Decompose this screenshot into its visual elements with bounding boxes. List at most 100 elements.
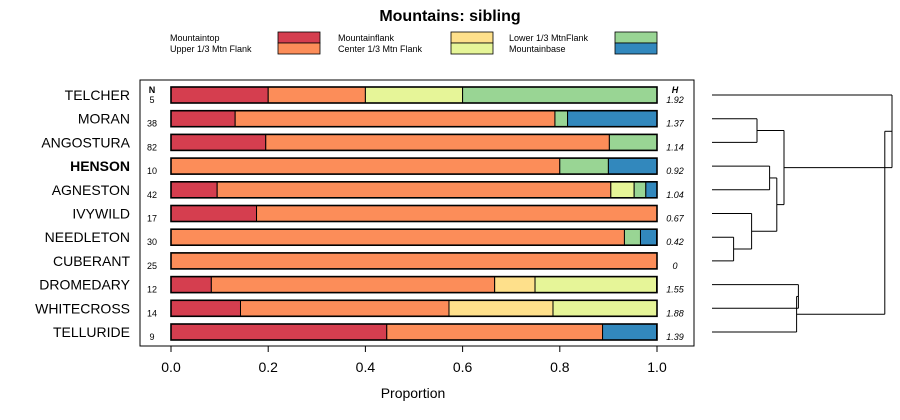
row-n-value: 10	[147, 166, 157, 176]
bar-segment	[170, 276, 212, 294]
row-angostura: ANGOSTURA 82 1.14	[41, 133, 684, 152]
bar-segment	[386, 323, 604, 341]
row-n-value: 30	[147, 237, 157, 247]
row-n-value: 5	[149, 95, 154, 105]
bar-segment	[267, 86, 366, 104]
bar-segment	[170, 181, 218, 199]
x-axis-label: Proportion	[381, 385, 446, 401]
row-n-value: 9	[149, 332, 154, 342]
bar-segment	[234, 110, 556, 128]
row-n-value: 12	[147, 285, 157, 295]
n-column-header: N	[149, 85, 156, 95]
bar-segment	[602, 323, 658, 341]
bar-outline	[170, 323, 658, 341]
row-h-value: 0.42	[666, 237, 684, 247]
plot-frame	[139, 79, 695, 347]
row-h-value: 1.14	[666, 142, 684, 152]
row-henson: HENSON 10 0.92	[70, 157, 684, 176]
row-label: DROMEDARY	[39, 277, 130, 293]
bar-outline	[170, 109, 658, 128]
bar-outline	[170, 204, 658, 223]
row-h-value: 1.88	[666, 308, 684, 318]
legend-swatch	[277, 42, 321, 55]
row-label: MORAN	[78, 111, 130, 127]
row-label: ANGOSTURA	[41, 134, 130, 150]
legend-label: Mountainflank	[338, 33, 395, 43]
row-telcher: TELCHER 5 1.92	[65, 86, 684, 105]
row-cuberant: CUBERANT 25 0	[53, 252, 678, 271]
row-moran: MORAN 38 1.37	[78, 109, 685, 129]
legend-label: Center 1/3 Mtn Flank	[338, 44, 423, 54]
bar-segment	[552, 299, 658, 317]
bar-segment	[639, 228, 658, 246]
row-label: NEEDLETON	[45, 229, 130, 245]
row-n-value: 42	[147, 190, 157, 200]
row-label: AGNESTON	[52, 182, 130, 198]
bar-segment	[170, 205, 258, 222]
x-axis: 0.0 0.2 0.4 0.6 0.8 1.0	[161, 346, 667, 375]
bar-outline	[170, 181, 658, 199]
bar-segment	[610, 181, 635, 199]
bar-segment	[170, 133, 267, 151]
row-label: CUBERANT	[53, 253, 130, 269]
bar-segment	[559, 157, 609, 175]
bar-segment	[210, 276, 496, 294]
bar-segment	[607, 157, 658, 175]
row-label: TELLURIDE	[53, 324, 130, 340]
legend-label: Mountainbase	[509, 44, 566, 54]
row-agneston: AGNESTON 42 1.04	[52, 181, 684, 200]
bar-segment	[265, 133, 610, 151]
row-h-value: 0.67	[666, 214, 685, 224]
x-tick-label: 0.0	[161, 359, 181, 375]
bar-segment	[170, 299, 241, 317]
bar-segment	[554, 110, 569, 128]
bar-segment	[534, 276, 658, 294]
bar-outline	[170, 228, 658, 246]
row-n-value: 25	[147, 261, 157, 271]
bar-segment	[239, 299, 450, 317]
bar-segment	[623, 228, 641, 246]
row-label: TELCHER	[65, 87, 130, 103]
bar-segment	[216, 181, 612, 199]
bar-outline	[170, 86, 658, 104]
bar-segment	[364, 86, 464, 104]
bar-segment	[170, 110, 236, 128]
row-h-value: 1.39	[666, 332, 684, 342]
bar-outline	[170, 133, 658, 152]
chart-rows: TELCHER 5 1.92 MORAN 38 1.37 ANGOSTURA 82 1.14 HE…	[35, 86, 685, 342]
bar-outline	[170, 299, 658, 318]
bar-segment	[645, 181, 658, 199]
row-h-value: 1.04	[666, 190, 684, 200]
row-label: HENSON	[70, 158, 130, 174]
bar-segment	[170, 323, 388, 341]
dendrogram	[712, 94, 893, 333]
bar-segment	[448, 299, 554, 317]
row-ivywild: IVYWILD 17 0.67	[72, 204, 685, 224]
chart-title: Mountains: sibling	[379, 8, 520, 25]
legend-swatch	[450, 31, 494, 44]
bar-segment	[567, 110, 658, 128]
x-tick-label: 0.4	[356, 359, 376, 375]
legend-swatch	[450, 42, 494, 55]
bar-segment	[608, 133, 658, 151]
bar-outline	[170, 157, 658, 175]
legend-swatch	[277, 31, 321, 44]
bar-outline	[170, 275, 658, 294]
bar-segment	[494, 276, 536, 294]
bar-segment	[633, 181, 647, 199]
row-n-value: 17	[147, 214, 157, 224]
bar-segment	[170, 86, 269, 104]
row-h-value: 1.37	[666, 119, 685, 129]
x-tick-label: 1.0	[647, 359, 667, 375]
row-telluride: TELLURIDE 9 1.39	[53, 323, 684, 342]
row-n-value: 14	[147, 308, 157, 318]
legend-label: Lower 1/3 MtnFlank	[509, 33, 589, 43]
row-needleton: NEEDLETON 30 0.42	[45, 228, 684, 247]
bar-segment	[170, 252, 658, 270]
legend-label: Upper 1/3 Mtn Flank	[170, 44, 252, 54]
row-h-value: 0	[672, 261, 677, 271]
h-column-header: H	[672, 85, 679, 95]
x-tick-label: 0.2	[258, 359, 278, 375]
